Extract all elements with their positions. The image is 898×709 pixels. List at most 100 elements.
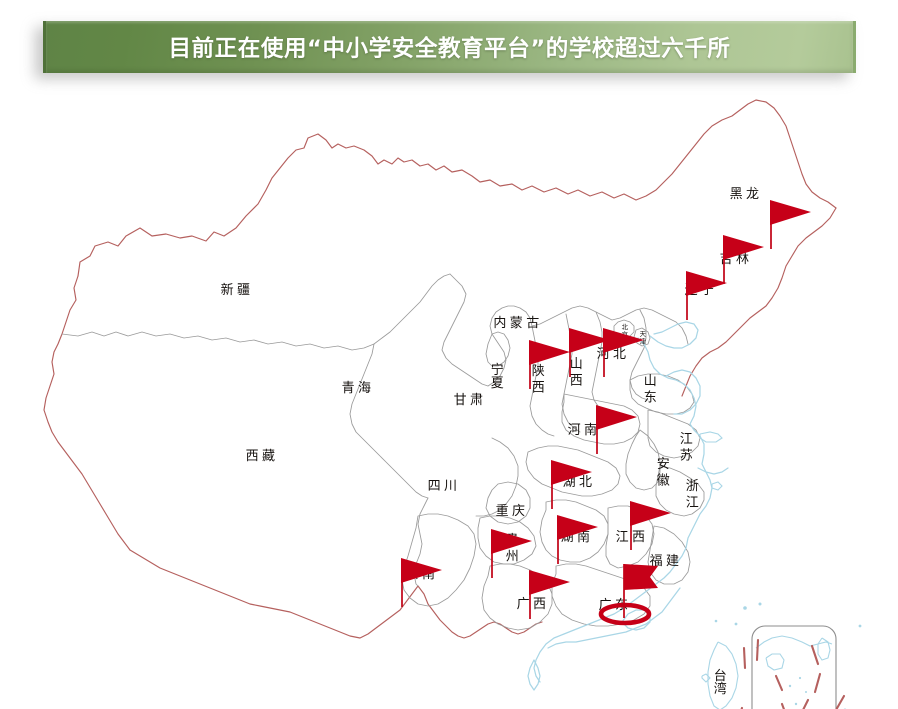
title-banner-wrapper: 目前正在使用“中小学安全教育平台”的学校超过六千所 — [35, 21, 856, 79]
flag-pennant — [770, 200, 811, 225]
label-char: 西 — [570, 374, 586, 389]
province-label-xizang: 西藏 — [246, 449, 279, 464]
province-label-henan: 河南 — [568, 422, 601, 438]
border-chongqing — [485, 481, 531, 525]
page-title: 目前正在使用“中小学安全教育平台”的学校超过六千所 — [168, 36, 731, 62]
islet-dot-2 — [758, 602, 762, 606]
province-label-zhejiang: 浙江 — [686, 479, 699, 511]
islet-dot-1 — [743, 606, 747, 610]
label-char: 山 — [570, 357, 586, 372]
border-hebei-east — [629, 309, 649, 401]
flag-shaanxi[interactable] — [529, 340, 570, 389]
label-char: 东 — [644, 391, 660, 406]
border-gansu-arc — [487, 305, 533, 387]
coast-guangdong-south — [547, 587, 681, 649]
flag-pennant — [551, 460, 592, 485]
national-border-northeast — [681, 207, 837, 397]
china-map: 新疆内蒙古黑龙吉林辽宁河北北京天津山西陕西宁夏甘肃青海西藏河南山东江苏安徽浙江湖… — [0, 86, 898, 709]
flag-pennant — [557, 515, 598, 540]
islet-dot-3 — [734, 622, 738, 626]
province-label-shanxi: 山西 — [570, 357, 586, 389]
label-char: 江 — [680, 432, 696, 447]
flag-jiangxi[interactable] — [630, 501, 671, 550]
inset-islet-1 — [788, 684, 792, 688]
flag-guizhou[interactable] — [491, 529, 532, 578]
province-label-beijing: 北京 — [622, 323, 629, 338]
inset-islet-4 — [805, 691, 807, 693]
border-xinjiang-south — [61, 273, 451, 351]
border-shanxi-east — [591, 311, 611, 413]
flag-pennant — [569, 328, 610, 353]
flag-hubei[interactable] — [551, 460, 592, 509]
flag-pennant — [686, 271, 727, 296]
province-label-xinjiang: 新疆 — [221, 282, 254, 298]
flag-hunan[interactable] — [557, 515, 598, 564]
coastline-group — [527, 321, 862, 709]
flag-shanxi[interactable] — [569, 328, 610, 377]
coast-pearl-delta — [621, 609, 651, 631]
flag-liaoning[interactable] — [686, 271, 727, 320]
border-ningxia — [485, 331, 511, 367]
border-zhejiang — [655, 465, 705, 517]
islet-dot-10 — [858, 624, 862, 628]
title-banner: 目前正在使用“中小学安全教育平台”的学校超过六千所 — [43, 21, 856, 73]
label-char: 徽 — [657, 474, 673, 489]
flag-pennant — [529, 570, 570, 595]
province-label-neimenggu: 内蒙古 — [493, 315, 542, 331]
label-char: 州 — [506, 550, 522, 565]
flag-pennant — [596, 405, 637, 430]
dash-line-taiwan-strait-1 — [742, 646, 747, 670]
flag-markers-group — [401, 200, 811, 626]
flag-jilin[interactable] — [723, 235, 764, 284]
flag-pennant — [630, 501, 671, 526]
flag-henan[interactable] — [596, 405, 637, 454]
label-char: 夏 — [491, 376, 507, 391]
label-char: 安 — [657, 457, 673, 472]
flag-hebei[interactable] — [603, 328, 644, 377]
border-guizhou — [477, 515, 537, 565]
border-qinghai-tibet — [349, 343, 429, 499]
label-char: 北 — [622, 323, 629, 331]
inset-dash-3 — [813, 672, 822, 694]
flag-heilongjiang[interactable] — [770, 200, 811, 249]
island-zhoushan — [711, 481, 723, 491]
label-char: 台 — [714, 669, 730, 684]
province-label-shaanxi: 陕西 — [532, 364, 548, 396]
inset-coast-top — [755, 635, 833, 649]
label-char: 山 — [644, 374, 660, 389]
province-label-tianjin: 天津 — [640, 330, 647, 345]
province-label-chongqing: 重庆 — [496, 503, 529, 519]
national-border-southwest — [129, 549, 419, 639]
flag-pennant — [723, 235, 764, 260]
coast-liaodong — [533, 337, 713, 683]
border-neimenggu-south — [531, 305, 689, 345]
label-char: 宁 — [491, 362, 507, 378]
coast-bohai — [649, 321, 699, 349]
islet-dot-4 — [714, 619, 718, 623]
province-label-gansu: 甘肃 — [454, 393, 487, 408]
national-border-north — [77, 99, 837, 277]
flag-yunnan[interactable] — [401, 558, 442, 607]
border-hunan — [539, 499, 609, 563]
province-label-heilongjiang: 黑龙 — [730, 187, 763, 202]
province-label-shandong: 山东 — [644, 374, 660, 406]
label-char: 西 — [532, 381, 548, 396]
border-shandong — [629, 373, 695, 415]
china-map-svg: 新疆内蒙古黑龙吉林辽宁河北北京天津山西陕西宁夏甘肃青海西藏河南山东江苏安徽浙江湖… — [43, 99, 862, 709]
flag-banner — [624, 564, 658, 590]
flag-guangxi[interactable] — [529, 570, 570, 619]
inset-dash-1 — [755, 638, 760, 662]
flag-guangdong[interactable] — [598, 564, 658, 626]
province-label-anhui: 安徽 — [657, 457, 673, 489]
province-label-jiangxi: 江西 — [616, 530, 649, 545]
province-label-guangxi: 广西 — [517, 597, 550, 612]
border-fujian — [647, 525, 691, 585]
inset-dash-5 — [802, 698, 810, 709]
border-anhui — [625, 429, 661, 491]
inset-coast-taiwan — [817, 637, 831, 661]
label-char: 京 — [622, 329, 629, 338]
label-char: 天 — [640, 330, 647, 338]
inset-dash-4 — [774, 674, 784, 692]
flag-pennant — [491, 529, 532, 554]
inset-dash-6 — [780, 702, 785, 709]
